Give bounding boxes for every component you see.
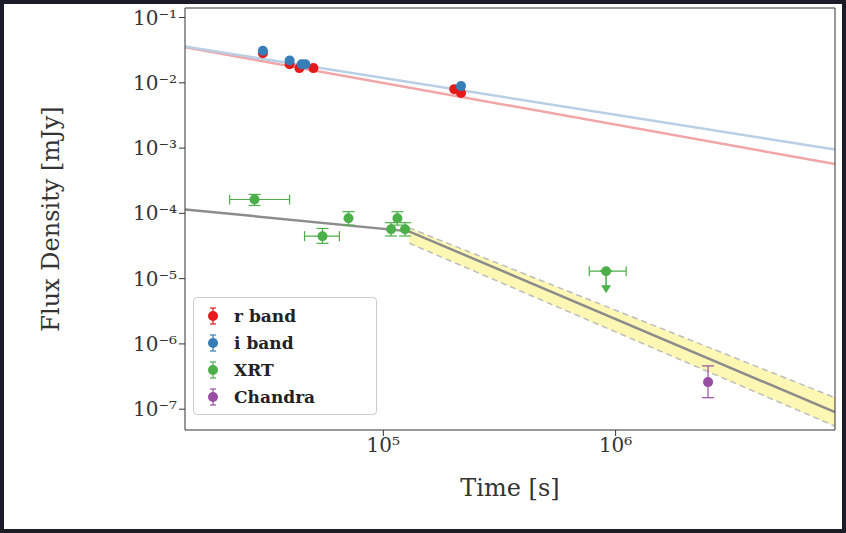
svg-text:10⁻⁷: 10⁻⁷ — [133, 397, 177, 421]
svg-text:10⁵: 10⁵ — [367, 433, 400, 457]
svg-text:10⁻⁵: 10⁻⁵ — [133, 267, 177, 291]
html-text:XRT: XRT — [234, 359, 274, 380]
svg-text:10⁻³: 10⁻³ — [133, 136, 177, 160]
html-text:i band: i band — [234, 332, 294, 353]
svg-text:Flux Density [mJy]: Flux Density [mJy] — [37, 106, 65, 331]
svg-text:Time [s]: Time [s] — [460, 474, 559, 502]
svg-text:10⁻⁴: 10⁻⁴ — [133, 201, 177, 225]
svg-text:10⁶: 10⁶ — [599, 433, 632, 457]
svg-text:10⁻²: 10⁻² — [133, 71, 177, 95]
html-text:r band: r band — [234, 305, 296, 326]
html-text:Chandra: Chandra — [234, 386, 316, 407]
svg-text:10⁻¹: 10⁻¹ — [133, 6, 177, 30]
svg-text:10⁻⁶: 10⁻⁶ — [133, 332, 177, 356]
